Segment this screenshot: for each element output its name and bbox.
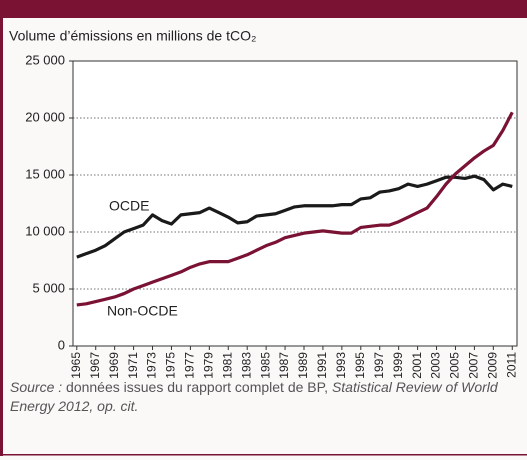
left-border — [0, 0, 3, 456]
x-tick-label: 1999 — [391, 352, 405, 379]
x-tick-label: 1975 — [164, 352, 178, 379]
plot-frame — [72, 60, 518, 347]
series-line — [76, 111, 514, 307]
x-tick-label: 1977 — [183, 352, 197, 379]
x-tick-label: 1979 — [201, 352, 215, 379]
y-tick-label: 5 000 — [32, 280, 65, 295]
y-tick-label: 10 000 — [25, 223, 65, 238]
x-tick-label: 1981 — [220, 352, 234, 379]
x-tick-label: 2005 — [448, 352, 462, 379]
source: Source : données issues du rapport compl… — [10, 378, 522, 416]
top-bar — [0, 0, 527, 18]
series-label: OCDE — [109, 198, 149, 214]
x-tick-label: 1971 — [126, 352, 140, 379]
x-tick-label: 1987 — [277, 352, 291, 379]
x-tick-label: 1983 — [239, 352, 253, 379]
x-tick-label: 1995 — [353, 352, 367, 379]
x-tick-label: 2007 — [467, 352, 481, 379]
x-tick-label: 1969 — [107, 352, 121, 379]
x-tick-label: 1967 — [88, 352, 102, 379]
x-tick-label: 2001 — [410, 352, 424, 379]
x-tick-label: 1973 — [145, 352, 159, 379]
source-title: Statistical Review of World Energy 2012,… — [10, 379, 498, 414]
x-tick-label: 2003 — [429, 352, 443, 379]
x-tick-label: 1991 — [315, 352, 329, 379]
plot-area — [73, 61, 517, 346]
x-tick-label: 2011 — [504, 352, 518, 378]
source-text: données issues du rapport complet de BP, — [66, 379, 329, 395]
y-tick-label: 0 — [58, 337, 65, 352]
x-tick-label: 1997 — [372, 352, 386, 379]
x-tick-label: 2009 — [486, 352, 500, 379]
source-label: Source : — [10, 379, 63, 395]
y-tick-label: 15 000 — [25, 166, 65, 181]
bottom-border — [0, 454, 527, 456]
chart-title: Volume d’émissions en millions de tCO₂ — [9, 28, 256, 44]
x-tick-label: 1989 — [296, 352, 310, 379]
x-tick-label: 1985 — [258, 352, 272, 379]
x-tick-label: 1965 — [69, 352, 83, 379]
series-label: Non-OCDE — [107, 303, 178, 319]
y-tick-label: 20 000 — [25, 109, 65, 124]
x-tick-label: 1993 — [334, 352, 348, 379]
y-tick-label: 25 000 — [25, 52, 65, 67]
series-line — [76, 174, 513, 259]
